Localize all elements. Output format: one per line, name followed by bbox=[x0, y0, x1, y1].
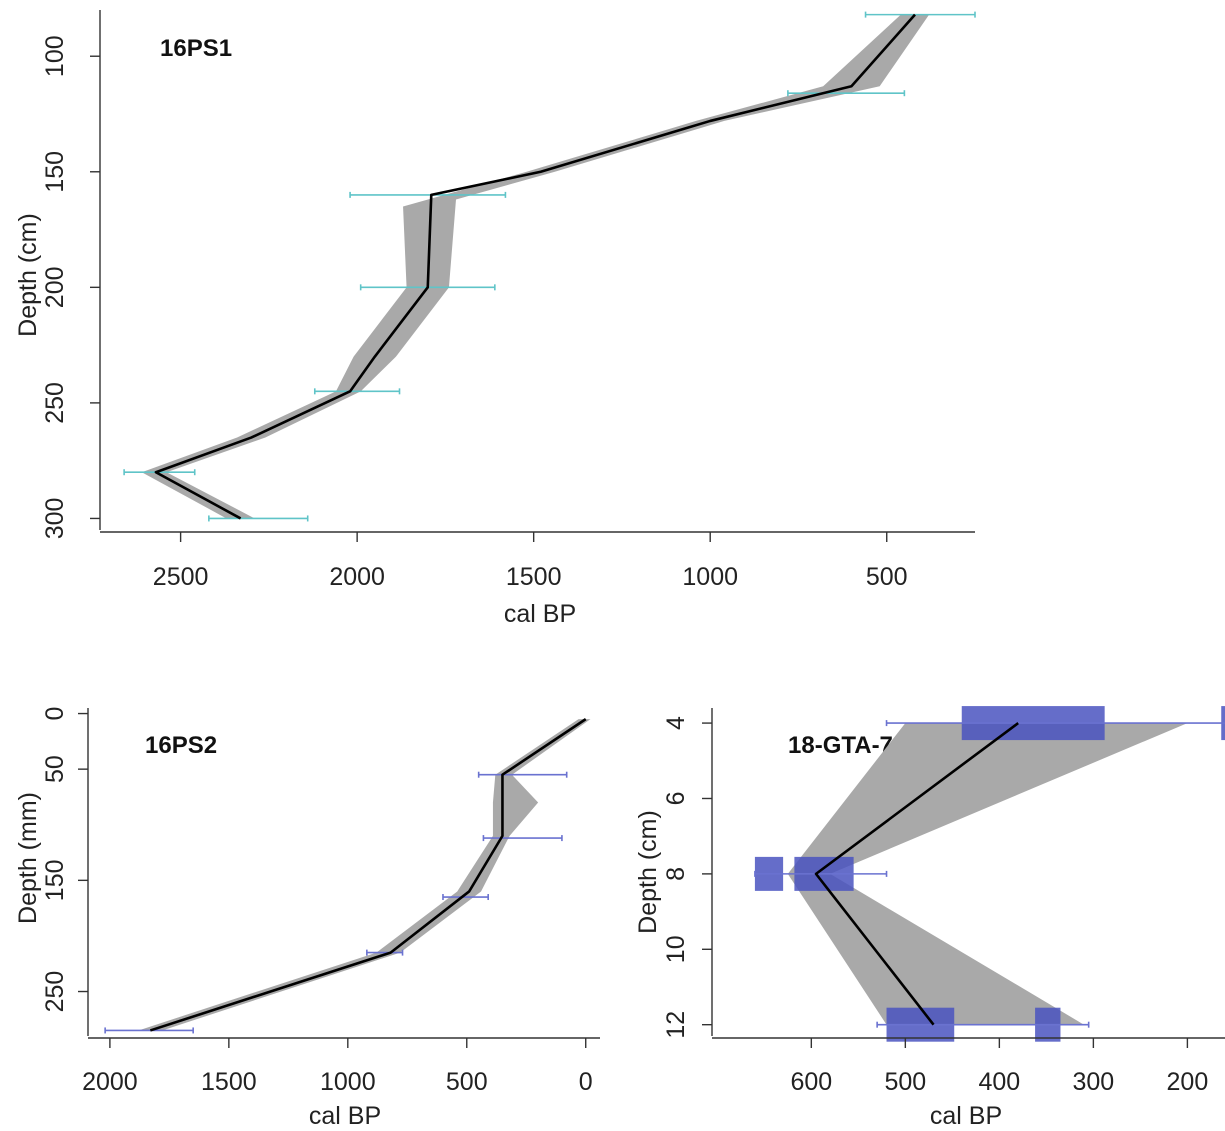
uncertainty-band bbox=[787, 723, 1188, 1025]
y-tick-label: 200 bbox=[41, 266, 69, 308]
y-axis-title: Depth (mm) bbox=[14, 792, 42, 924]
median-age-line bbox=[154, 13, 916, 520]
x-tick-label: 2000 bbox=[82, 1068, 138, 1096]
x-tick-label: 1500 bbox=[201, 1068, 257, 1096]
y-tick-label: 150 bbox=[41, 859, 69, 901]
x-axis-title: cal BP bbox=[930, 1102, 1002, 1130]
y-tick-label: 4 bbox=[662, 716, 690, 730]
y-tick-label: 8 bbox=[662, 867, 690, 881]
panel-16ps2: 16PS2 cal BP Depth (mm) 2000 1500 1000 500 0… bbox=[14, 707, 600, 1130]
x-tick-label: 200 bbox=[1167, 1068, 1209, 1096]
y-tick-label: 150 bbox=[41, 151, 69, 193]
median-age-line bbox=[149, 718, 587, 1032]
x-tick-label: 500 bbox=[446, 1068, 488, 1096]
x-tick-label: 1000 bbox=[682, 563, 738, 591]
x-tick-label: 1000 bbox=[320, 1068, 376, 1096]
panel-18-gta-79: 18-GTA-79 cal BP Depth (cm) 600 500 400 300… bbox=[634, 706, 1225, 1130]
panel-title: 16PS1 bbox=[160, 35, 232, 62]
x-tick-label: 300 bbox=[1073, 1068, 1115, 1096]
y-axis-title: Depth (cm) bbox=[14, 213, 42, 337]
y-tick-label: 12 bbox=[662, 1011, 690, 1039]
y-tick-label: 250 bbox=[41, 971, 69, 1013]
y-tick-label: 250 bbox=[41, 382, 69, 424]
panel-16ps1: 16PS1 cal BP Depth (cm) 2500 2000 1500 1000… bbox=[14, 10, 976, 628]
x-tick-label: 2000 bbox=[329, 563, 385, 591]
median-age-line bbox=[814, 722, 1019, 1026]
y-tick-label: 0 bbox=[41, 707, 69, 721]
y-tick-label: 100 bbox=[41, 35, 69, 77]
x-tick-label: 500 bbox=[884, 1068, 926, 1096]
y-tick-label: 10 bbox=[662, 935, 690, 963]
x-tick-label: 1500 bbox=[506, 563, 562, 591]
panel-title: 16PS2 bbox=[145, 732, 217, 759]
uncertainty-band bbox=[138, 719, 591, 1031]
x-axis-title: cal BP bbox=[309, 1102, 381, 1130]
y-tick-label: 300 bbox=[41, 498, 69, 540]
y-tick-label: 6 bbox=[662, 792, 690, 806]
uncertainty-band bbox=[141, 14, 930, 519]
x-tick-label: 2500 bbox=[153, 563, 209, 591]
y-axis-title: Depth (cm) bbox=[634, 810, 662, 934]
x-tick-label: 600 bbox=[790, 1068, 832, 1096]
x-tick-label: 400 bbox=[978, 1068, 1020, 1096]
y-tick-label: 50 bbox=[41, 755, 69, 783]
x-axis-title: cal BP bbox=[504, 600, 576, 628]
x-tick-label: 500 bbox=[866, 563, 908, 591]
x-tick-label: 0 bbox=[579, 1068, 593, 1096]
